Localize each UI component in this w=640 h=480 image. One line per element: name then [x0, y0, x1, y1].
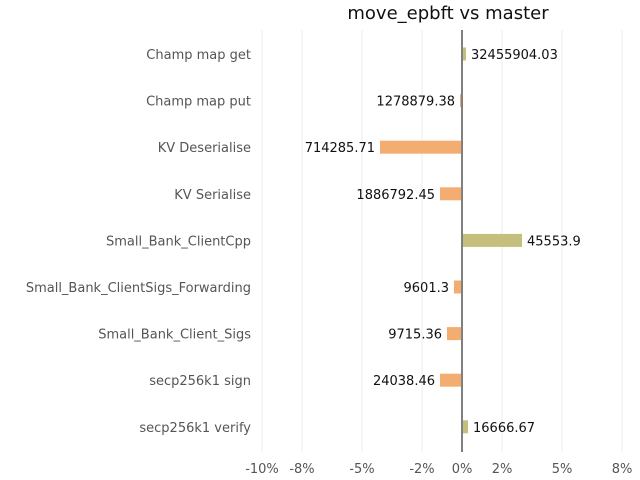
category-label: Champ map get: [146, 48, 251, 63]
bars: [380, 47, 522, 434]
bar: [454, 280, 462, 294]
bar: [462, 233, 522, 247]
x-tick-label: 0%: [452, 462, 473, 477]
data-label: 9601.3: [404, 281, 450, 296]
data-label: 1278879.38: [376, 95, 455, 110]
bar: [440, 373, 462, 387]
bar: [380, 140, 462, 154]
x-tick-label: -2%: [409, 462, 434, 477]
x-axis-tick-labels: -10% -8% -5% -2% 0% 2% 5% 8%: [245, 462, 632, 477]
data-label: 1886792.45: [356, 188, 435, 203]
x-tick-label: 5%: [552, 462, 573, 477]
category-labels: Champ map get Champ map put KV Deserialise…: [26, 48, 251, 436]
x-tick-label: 8%: [612, 462, 633, 477]
category-label: KV Deserialise: [158, 141, 251, 156]
bar: [447, 327, 462, 341]
x-tick-label: -10%: [245, 462, 279, 477]
category-label: Small_Bank_ClientCpp: [106, 234, 251, 249]
x-tick-label: -5%: [349, 462, 374, 477]
category-label: Champ map put: [146, 95, 251, 110]
category-label: KV Serialise: [174, 188, 251, 203]
chart-title: move_epbft vs master: [347, 3, 549, 24]
data-label: 9715.36: [388, 328, 442, 343]
bar: [462, 47, 466, 61]
data-label: 45553.9: [527, 234, 581, 249]
data-label: 32455904.03: [471, 48, 558, 63]
x-tick-label: 2%: [492, 462, 513, 477]
data-label: 16666.67: [473, 421, 535, 436]
category-label: secp256k1 verify: [139, 421, 251, 436]
category-label: secp256k1 sign: [149, 374, 251, 389]
bar: [440, 187, 462, 201]
data-label: 714285.71: [305, 141, 375, 156]
data-labels: 32455904.03 1278879.38 714285.71 1886792.45…: [305, 48, 581, 436]
bar: [462, 420, 468, 434]
data-label: 24038.46: [373, 374, 435, 389]
x-tick-label: -8%: [289, 462, 314, 477]
category-label: Small_Bank_ClientSigs_Forwarding: [26, 281, 251, 296]
category-label: Small_Bank_Client_Sigs: [98, 328, 251, 343]
